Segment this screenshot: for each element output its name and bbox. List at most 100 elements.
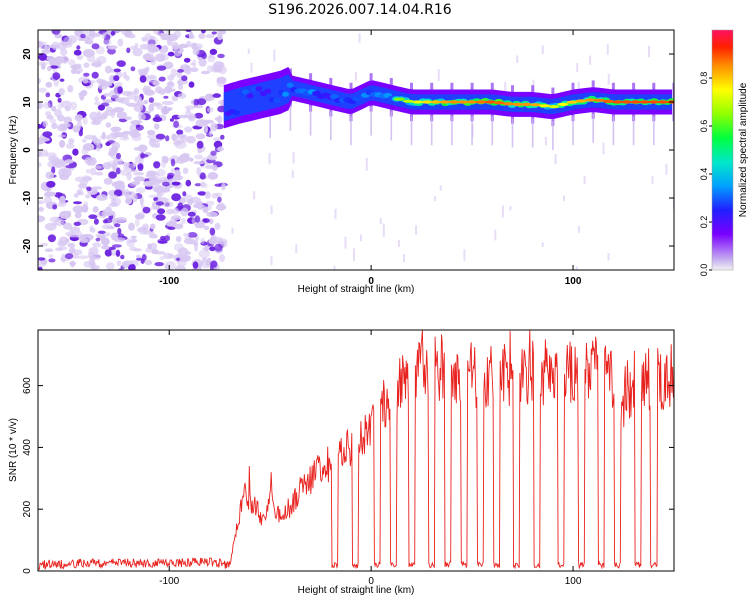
noise-speckle: [190, 67, 199, 73]
noise-speckle: [158, 176, 168, 183]
noise-speckle: [65, 231, 75, 237]
noise-speckle: [101, 245, 110, 250]
noise-speckle: [194, 244, 199, 252]
noise-speckle: [204, 93, 216, 101]
noise-speckle: [54, 33, 63, 39]
noise-speckle: [157, 238, 167, 244]
noise-speckle: [111, 198, 117, 206]
noise-speckle: [46, 115, 54, 120]
noise-speckle: [163, 95, 169, 99]
noise-speckle: [149, 223, 156, 230]
ridge-peak: [612, 100, 623, 104]
noise-speckle: [143, 99, 148, 105]
noise-speckle: [198, 249, 211, 259]
faint-streak: [504, 81, 507, 96]
noise-speckle: [88, 214, 98, 219]
noise-speckle: [103, 177, 113, 185]
noise-speckle: [133, 102, 144, 112]
noise-speckle: [174, 265, 186, 270]
faint-streak: [583, 176, 586, 184]
noise-speckle: [95, 171, 104, 176]
noise-speckle: [177, 247, 189, 257]
faint-streak: [463, 249, 466, 261]
faint-streak: [577, 81, 580, 96]
ridge-blob: [286, 82, 294, 88]
noise-speckle: [44, 222, 57, 231]
noise-speckle: [216, 203, 226, 211]
noise-speckle: [54, 56, 65, 64]
snr-x-tick-label: -100: [159, 576, 179, 587]
faint-streak: [439, 185, 442, 191]
ridge-blob: [273, 97, 281, 104]
faint-streak: [433, 196, 436, 202]
noise-speckle: [114, 223, 121, 228]
spectral-spike-tail: [491, 116, 494, 146]
faint-streak: [231, 227, 234, 234]
noise-speckle: [140, 152, 145, 159]
noise-speckle: [117, 38, 124, 47]
noise-speckle: [204, 245, 209, 252]
noise-speckle: [78, 91, 87, 97]
noise-speckle: [96, 63, 101, 67]
noise-speckle: [113, 237, 126, 243]
faint-streak: [295, 244, 298, 254]
noise-speckle: [180, 218, 186, 224]
noise-speckle: [51, 30, 61, 35]
noise-speckle: [133, 147, 143, 151]
noise-speckle: [172, 207, 180, 215]
spectrogram-y-axis-label: Frequency (Hz): [8, 116, 19, 185]
faint-streak: [563, 195, 565, 201]
faint-streak: [247, 48, 250, 54]
noise-speckle: [176, 235, 182, 243]
noise-speckle: [38, 102, 44, 110]
noise-speckle: [153, 30, 160, 35]
noise-speckle: [119, 136, 130, 141]
ridge-peak: [403, 99, 414, 103]
spectrogram-x-tick-label: -100: [159, 276, 179, 287]
noise-speckle: [196, 140, 204, 149]
noise-speckle: [107, 45, 118, 50]
faint-streak: [253, 191, 256, 200]
noise-speckle: [73, 193, 79, 198]
noise-speckle: [193, 161, 205, 165]
faint-streak: [365, 157, 368, 171]
faint-streak: [358, 33, 361, 43]
noise-speckle: [210, 150, 217, 156]
faint-streak: [344, 236, 347, 249]
noise-speckle: [148, 104, 155, 112]
noise-speckle: [60, 48, 68, 56]
noise-speckle: [217, 32, 223, 41]
noise-speckle: [70, 64, 81, 70]
noise-speckle: [38, 137, 50, 142]
noise-speckle: [171, 133, 177, 141]
noise-speckle: [43, 196, 53, 205]
noise-speckle: [183, 238, 195, 245]
spectrogram-y-tick-label: 0: [22, 147, 33, 153]
noise-speckle: [127, 33, 136, 39]
noise-speckle: [203, 225, 210, 231]
spectral-spike-tail: [511, 118, 514, 148]
noise-speckle: [173, 30, 182, 38]
noise-speckle: [106, 226, 115, 230]
faint-streak: [501, 205, 504, 218]
colorbar: 0.0 0.2 0.4 0.6 0.8 Normalized spectral ampl…: [699, 29, 749, 276]
ridge-peak: [393, 97, 405, 101]
noise-speckle: [38, 40, 44, 48]
noise-speckle: [97, 230, 106, 234]
noise-speckle: [140, 114, 146, 121]
noise-speckle: [142, 53, 152, 61]
noise-speckle: [192, 261, 199, 269]
noise-speckle: [155, 201, 164, 206]
noise-speckle: [96, 56, 107, 64]
noise-speckle: [129, 246, 138, 251]
noise-speckle: [87, 251, 96, 258]
noise-speckle: [70, 101, 78, 111]
noise-speckle: [209, 246, 216, 252]
noise-speckle: [51, 105, 57, 112]
noise-speckle: [207, 172, 219, 180]
snr-y-axis-label: SNR (10 * v/v): [8, 418, 19, 482]
noise-speckle: [190, 62, 196, 66]
colorbar-tick-label: 0.6: [699, 120, 709, 133]
noise-speckle: [121, 261, 134, 266]
noise-speckle: [74, 212, 82, 219]
